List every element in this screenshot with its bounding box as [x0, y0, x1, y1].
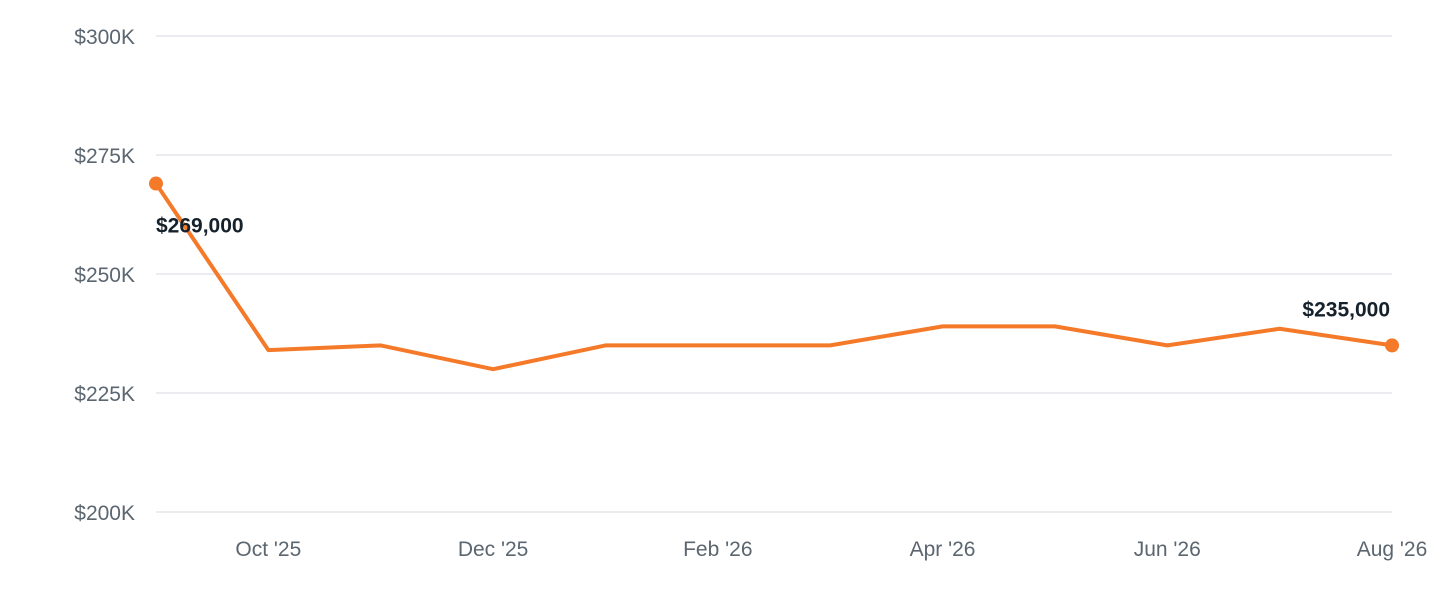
x-tick-label: Apr '26 — [910, 538, 976, 561]
x-tick-label: Jun '26 — [1134, 538, 1201, 561]
y-tick-label: $300K — [74, 26, 135, 49]
y-tick-label: $250K — [74, 264, 135, 287]
x-tick-label: Dec '25 — [458, 538, 529, 561]
data-labels: $269,000 $235,000 — [156, 215, 1390, 322]
data-point — [149, 176, 163, 191]
x-tick-label: Oct '25 — [235, 538, 301, 561]
y-axis-tick-labels: $200K $225K $250K $275K $300K — [74, 26, 135, 525]
data-label: $235,000 — [1302, 298, 1390, 321]
y-tick-label: $225K — [74, 383, 135, 406]
y-tick-label: $275K — [74, 145, 135, 168]
series-layer — [149, 176, 1399, 372]
data-point — [1385, 338, 1399, 353]
x-axis-tick-labels: Oct '25 Dec '25 Feb '26 Apr '26 Jun '26 Aug '… — [235, 538, 1427, 561]
x-tick-label: Feb '26 — [683, 538, 752, 561]
gridlines — [156, 35, 1392, 513]
x-tick-label: Aug '26 — [1357, 538, 1428, 561]
y-tick-label: $200K — [74, 502, 135, 525]
series-line — [154, 181, 1394, 372]
data-label: $269,000 — [156, 215, 244, 238]
